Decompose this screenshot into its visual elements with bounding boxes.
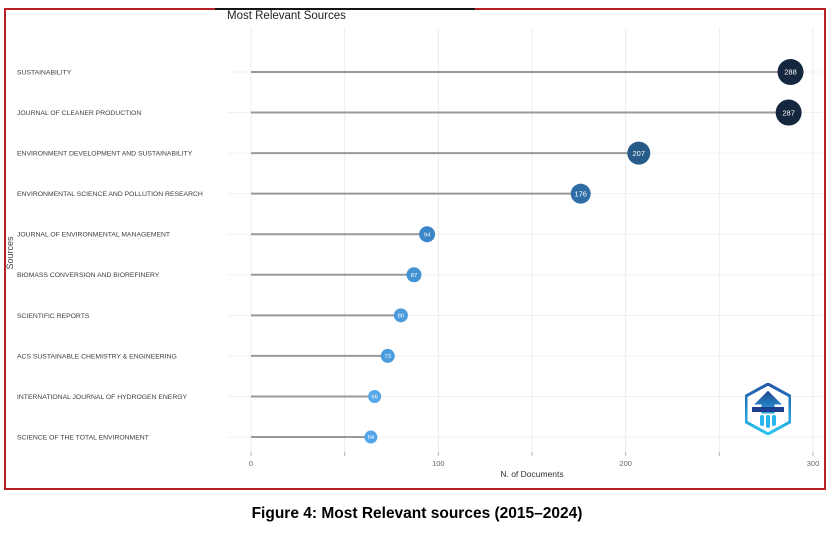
data-point xyxy=(406,267,422,283)
x-tick-label: 300 xyxy=(807,459,820,468)
value-label: 176 xyxy=(574,189,587,198)
data-point xyxy=(419,226,436,243)
data-point xyxy=(775,99,802,126)
data-point xyxy=(777,59,804,85)
x-tick-label: 100 xyxy=(432,459,445,468)
value-label: 288 xyxy=(784,68,797,77)
data-point xyxy=(393,308,408,323)
category-label: INTERNATIONAL JOURNAL OF HYDROGEN ENERGY xyxy=(17,394,188,401)
logo-bar xyxy=(766,415,770,428)
value-label: 64 xyxy=(368,435,375,441)
value-label: 80 xyxy=(398,313,404,319)
data-point xyxy=(627,141,651,165)
x-tick-label: 0 xyxy=(249,459,253,468)
category-label: ENVIRONMENT DEVELOPMENT AND SUSTAINABILI… xyxy=(17,151,193,158)
category-label: SCIENTIFIC REPORTS xyxy=(17,313,90,320)
x-axis-title: N. of Documents xyxy=(500,469,564,479)
category-label: ENVIRONMENTAL SCIENCE AND POLLUTION RESE… xyxy=(17,191,203,198)
x-tick-label: 200 xyxy=(619,459,632,468)
value-label: 73 xyxy=(385,354,391,360)
data-point xyxy=(380,348,395,363)
category-label: JOURNAL OF ENVIRONMENTAL MANAGEMENT xyxy=(17,232,170,239)
value-label: 87 xyxy=(411,273,417,279)
brand-logo-icon xyxy=(745,383,791,435)
value-label: 94 xyxy=(424,232,431,238)
data-point xyxy=(364,430,378,444)
category-label: BIOMASS CONVERSION AND BIOREFINERY xyxy=(17,272,160,279)
value-label: 207 xyxy=(633,149,646,158)
data-point xyxy=(368,389,382,403)
chart-title: Most Relevant Sources xyxy=(227,10,346,22)
figure-caption: Figure 4: Most Relevant sources (2015–20… xyxy=(251,505,583,522)
category-label: SCIENCE OF THE TOTAL ENVIRONMENT xyxy=(17,434,149,441)
category-label: JOURNAL OF CLEANER PRODUCTION xyxy=(17,110,141,117)
y-axis-title: Sources xyxy=(5,236,15,270)
lollipop-chart: 0 100 200 300 288 SUSTAINABILITY 287 JOURNAL OF… xyxy=(17,28,822,468)
value-label: 287 xyxy=(782,108,795,117)
logo-arrow xyxy=(751,389,785,415)
figure-border xyxy=(4,8,826,490)
textbox-top-border xyxy=(215,8,475,10)
data-point xyxy=(570,183,591,204)
category-label: ACS SUSTAINABLE CHEMISTRY & ENGINEERING xyxy=(17,353,177,360)
value-label: 66 xyxy=(371,395,377,401)
logo-bar xyxy=(772,415,776,426)
logo-bar xyxy=(760,415,764,426)
logo-banner xyxy=(752,407,784,412)
category-label: SUSTAINABILITY xyxy=(17,69,72,76)
